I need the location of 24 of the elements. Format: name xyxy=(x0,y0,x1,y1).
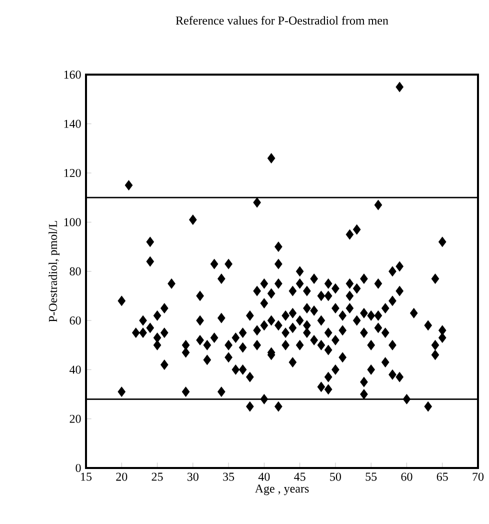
y-tick-label: 160 xyxy=(64,70,81,79)
x-tick-label: 30 xyxy=(187,472,198,481)
x-tick-label: 70 xyxy=(472,472,484,481)
x-tick-label: 35 xyxy=(223,472,234,481)
y-tick-label: 80 xyxy=(70,267,81,276)
y-tick-label: 100 xyxy=(64,218,81,226)
x-tick-label: 25 xyxy=(152,472,163,481)
y-tick-label: 0 xyxy=(76,464,81,472)
x-tick-label: 50 xyxy=(330,472,341,481)
x-tick-label: 65 xyxy=(436,472,448,481)
x-tick-label: 60 xyxy=(401,472,412,481)
y-tick-label: 40 xyxy=(70,366,81,374)
chart-title: Reference values for P-Oestradiol from men xyxy=(176,16,388,25)
x-tick-label: 40 xyxy=(258,472,270,481)
x-tick-label: 20 xyxy=(116,472,128,481)
x-axis-title: Age , years xyxy=(254,484,309,496)
x-tick-label: 55 xyxy=(366,472,377,481)
x-tick-label: 15 xyxy=(81,472,92,481)
x-tick-label: 45 xyxy=(294,472,306,481)
y-tick-label: 140 xyxy=(64,120,81,128)
y-tick-label: 120 xyxy=(64,168,81,178)
y-axis-title: P-Oestradiol, pmol/L xyxy=(48,221,60,322)
y-tick-label: 60 xyxy=(70,316,81,325)
y-tick-label: 20 xyxy=(70,414,81,423)
